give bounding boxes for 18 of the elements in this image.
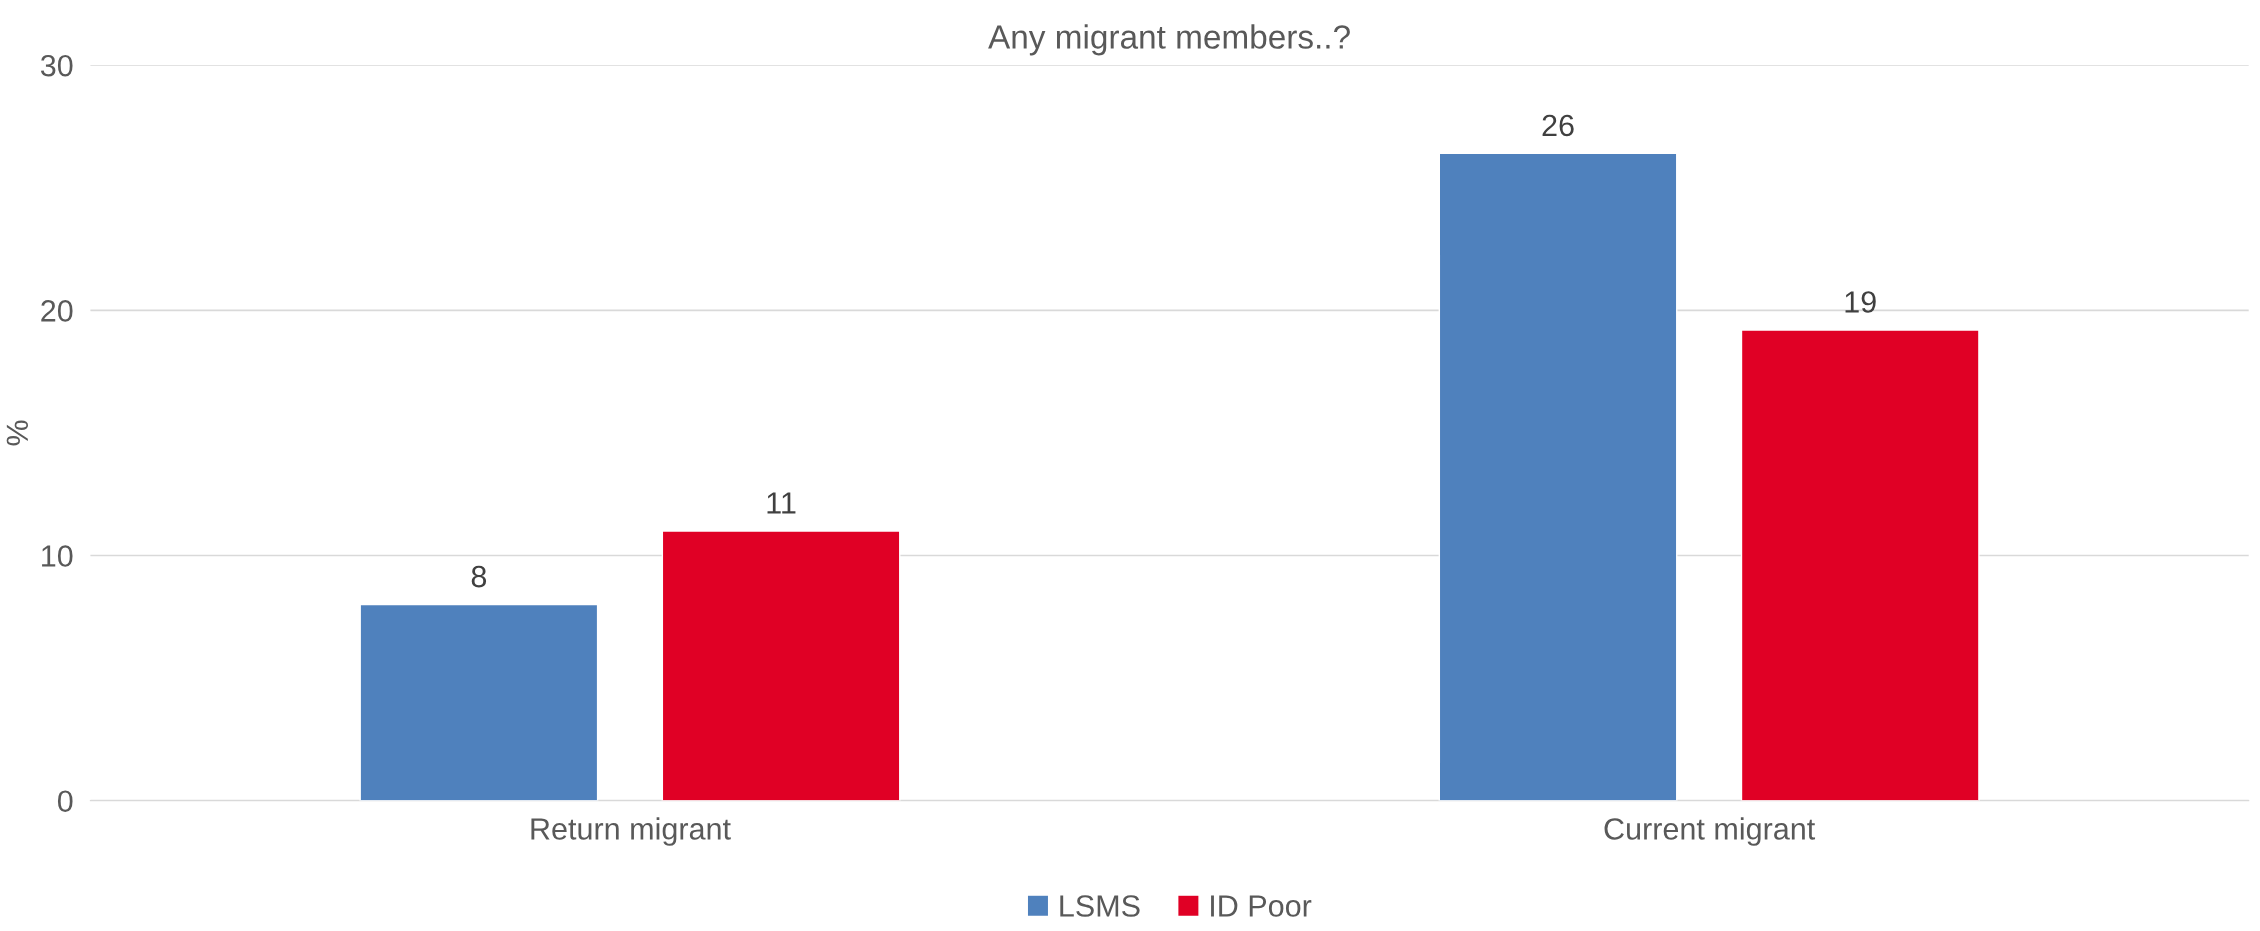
y-tick-label: 0	[57, 790, 73, 813]
x-tick-label: Current migrant	[1604, 817, 1816, 846]
legend-label: ID Poor	[1211, 895, 1312, 917]
y-tick-label: 10	[42, 545, 73, 567]
data-label: 26	[1542, 114, 1574, 137]
bar	[661, 530, 901, 801]
data-label: 8	[471, 565, 487, 588]
bar	[359, 603, 599, 801]
bar	[1438, 152, 1678, 801]
data-label: 19	[1845, 291, 1876, 313]
x-tick-label: Return migrant	[531, 817, 731, 846]
data-label: 11	[767, 492, 796, 514]
legend-label: LSMS	[1060, 895, 1140, 917]
y-tick-label: 20	[41, 300, 73, 322]
chart-title: Any migrant members..?	[988, 24, 1350, 56]
bar	[1740, 329, 1980, 801]
y-tick-label: 30	[40, 54, 73, 77]
y-axis-title: %	[6, 420, 29, 446]
